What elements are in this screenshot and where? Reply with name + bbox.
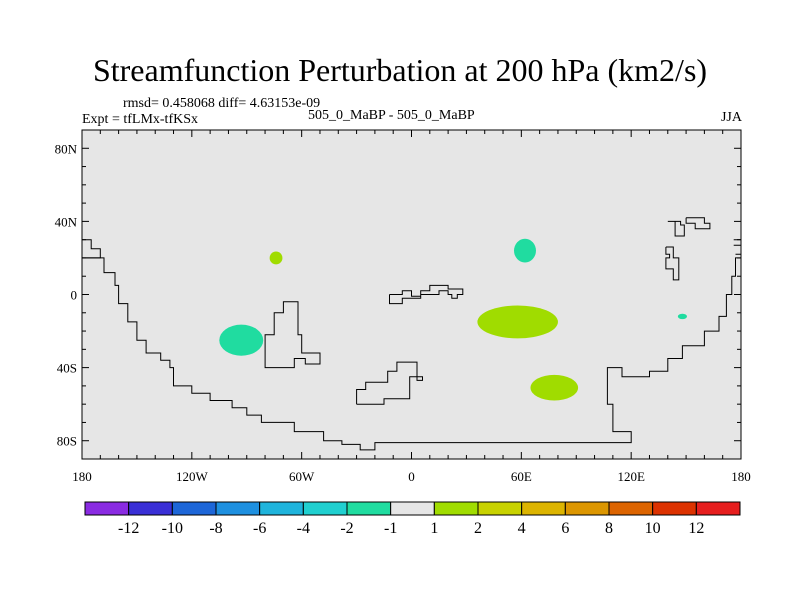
- coastline-segment: [356, 361, 423, 405]
- season-label: JJA: [720, 110, 742, 125]
- anomaly-central-asia-negative: [514, 238, 536, 263]
- colorbar-label: 4: [518, 520, 526, 537]
- coastline-segment: [665, 246, 680, 281]
- colorbar-swatch: [652, 501, 697, 516]
- anomaly-west-pacific-tiny-negative: [677, 313, 687, 320]
- x-tick-label: 120W: [176, 469, 209, 484]
- x-tick-label: 0: [408, 469, 415, 484]
- colorbar-label: -2: [340, 520, 353, 537]
- colorbar-swatch: [259, 501, 304, 516]
- coastline-segment: [685, 217, 711, 230]
- colorbar-swatch: [171, 501, 217, 516]
- case-label: 505_0_MaBP - 505_0_MaBP: [308, 108, 475, 123]
- colorbar-swatch: [84, 501, 130, 516]
- colorbar-swatch: [433, 501, 479, 516]
- x-tick-label: 120E: [617, 469, 645, 484]
- colorbar-label: 8: [605, 520, 613, 537]
- coastline-segment: [389, 284, 464, 305]
- colorbar-swatch: [346, 501, 392, 516]
- y-tick-label: 80N: [55, 141, 78, 156]
- y-tick-label: 80S: [57, 434, 77, 449]
- y-tick-label: 0: [71, 288, 78, 303]
- colorbar-label: -8: [209, 520, 222, 537]
- colorbar-swatch: [215, 501, 261, 516]
- y-tick-label: 40N: [55, 214, 78, 229]
- colorbar-label: -1: [384, 520, 397, 537]
- map-frame: 180 120W 60W 0 60E 120E 180 80N 40N 0 40S 80S: [55, 129, 751, 484]
- colorbar-label: 10: [645, 520, 661, 537]
- x-tick-label: 60E: [511, 469, 532, 484]
- chart-title: Streamfunction Perturbation at 200 hPa (…: [92, 52, 708, 88]
- colorbar-label: -10: [162, 520, 183, 537]
- coastline-segment: [264, 301, 321, 369]
- anomaly-southern-indian-positive: [530, 374, 579, 401]
- colorbar-swatch: [477, 501, 523, 516]
- x-tick-label: 180: [72, 469, 92, 484]
- colorbar-swatch: [608, 501, 654, 516]
- coastline-segment: [82, 257, 741, 451]
- stats-line: rmsd= 0.458068 diff= 4.63153e-09: [123, 96, 321, 111]
- colorbar-label: 1: [430, 520, 438, 537]
- y-tick-label: 40S: [57, 361, 77, 376]
- colorbar: -12 -10 -8 -6 -4 -2 -1 1 2 4 6 8 10 12: [84, 501, 741, 537]
- colorbar-swatch: [521, 501, 566, 516]
- colorbar-label: 6: [561, 520, 569, 537]
- x-tick-label: 60W: [289, 469, 315, 484]
- anomaly-indian-ocean-positive: [477, 305, 558, 339]
- coastline-segment: [667, 220, 685, 237]
- anomaly-eastern-pacific-negative: [219, 324, 264, 356]
- colorbar-swatch: [390, 501, 435, 516]
- x-tick-label: 180: [731, 469, 751, 484]
- anomaly-atlantic-small-positive: [269, 251, 283, 265]
- colorbar-label: -4: [297, 520, 310, 537]
- colorbar-swatch: [695, 501, 741, 516]
- colorbar-swatch: [564, 501, 610, 516]
- map-plot-area: [82, 130, 742, 459]
- colorbar-label: -12: [118, 520, 139, 537]
- colorbar-swatch: [302, 501, 348, 516]
- colorbar-label: 2: [474, 520, 482, 537]
- colorbar-swatch: [128, 501, 173, 516]
- colorbar-label: -6: [253, 520, 266, 537]
- experiment-label: Expt = tfLMx-tfKSx: [82, 112, 198, 127]
- colorbar-label: 12: [688, 520, 704, 537]
